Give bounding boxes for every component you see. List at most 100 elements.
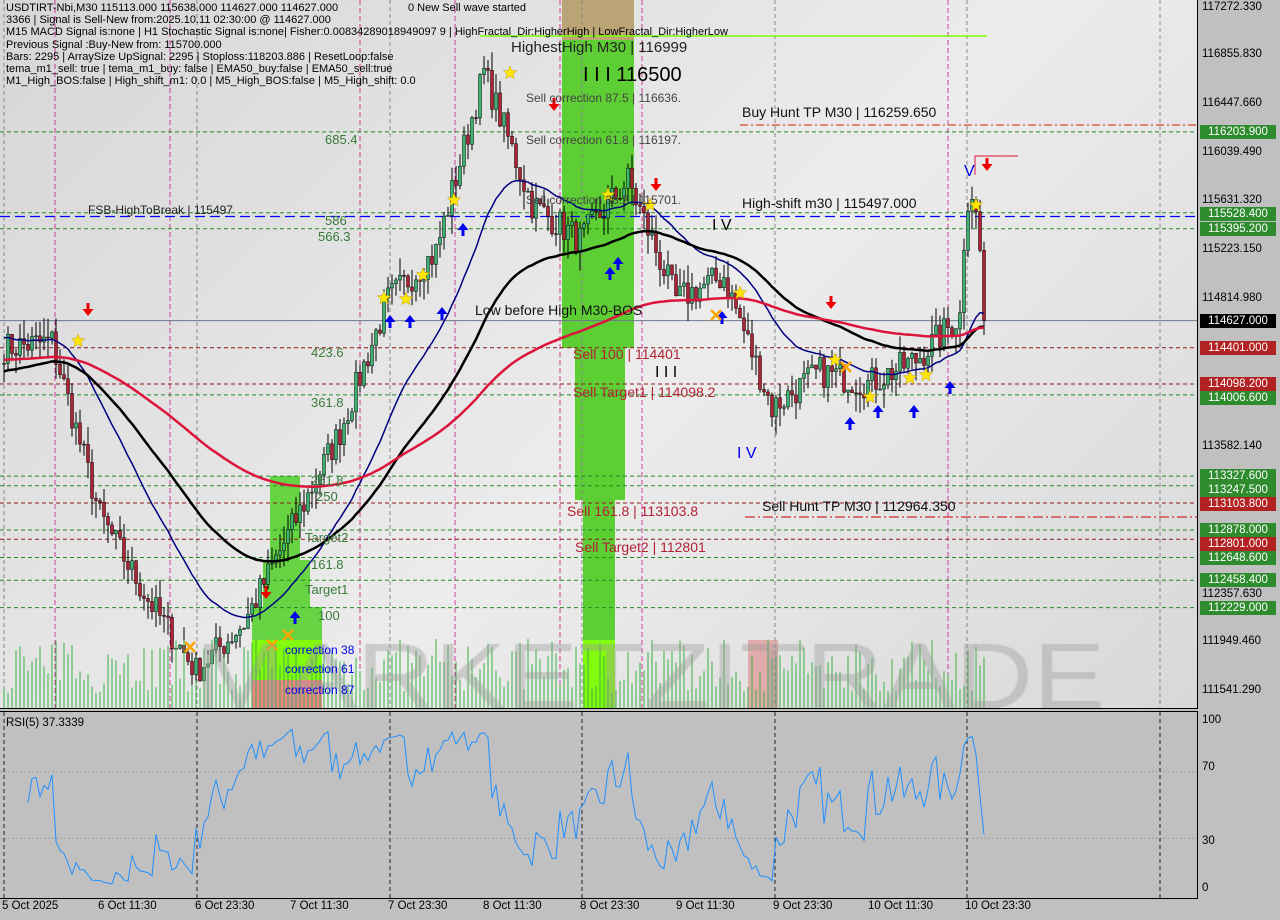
candle [410, 286, 414, 292]
star-icon [398, 291, 414, 306]
candle [262, 578, 266, 585]
candle [302, 504, 306, 512]
candle [390, 283, 394, 289]
candle [958, 312, 962, 330]
fib-label: 250 [316, 489, 338, 504]
price-tick: 111949.460 [1202, 635, 1262, 648]
candle [14, 353, 18, 356]
candle [74, 422, 78, 429]
price-tag: 112229.000 [1200, 601, 1276, 616]
candle [66, 378, 70, 394]
info-line: Previous Signal :Buy-New from: 115700.00… [6, 38, 222, 51]
info-line: 3366 | Signal is Sell-New from:2025.10.1… [6, 14, 331, 27]
candle [326, 443, 330, 455]
candle [2, 363, 6, 365]
candle [662, 269, 666, 277]
candle [358, 372, 362, 386]
candle [338, 429, 342, 445]
candle [186, 652, 190, 662]
time-tick: 7 Oct 23:30 [388, 900, 448, 912]
candle [442, 216, 446, 238]
time-tick: 6 Oct 11:30 [98, 900, 157, 912]
sell-arrow-icon [825, 296, 837, 309]
candle [502, 112, 506, 127]
candle [898, 352, 902, 372]
high-shift-label: High-shift m30 | 115497.000 [742, 195, 917, 211]
candle [254, 603, 258, 608]
candle [30, 336, 34, 351]
info-panel: USDTIRT-Nbi,M30 115113.000 115638.000 11… [6, 2, 728, 87]
candle [934, 324, 938, 335]
price-axis[interactable]: 117272.330 116855.830 116447.660 116039.… [1198, 0, 1280, 897]
candle [762, 389, 766, 393]
candle [382, 297, 386, 334]
time-tick: 10 Oct 23:30 [965, 900, 1031, 912]
star-icon [446, 192, 462, 207]
star-icon [862, 389, 878, 404]
candle [190, 661, 194, 675]
candle [374, 329, 378, 346]
candle [666, 264, 670, 277]
info-line: M15 MACD Signal is:none | H1 Stochastic … [6, 26, 728, 39]
time-tick: 7 Oct 11:30 [290, 900, 349, 912]
candle [474, 117, 478, 119]
candle [50, 331, 54, 339]
candle [294, 513, 298, 523]
candle [426, 256, 430, 280]
candle [230, 641, 234, 644]
candle [102, 501, 106, 517]
candle [706, 275, 710, 285]
candle [746, 330, 750, 335]
candle [874, 367, 878, 390]
candle [730, 292, 734, 298]
candle [354, 372, 358, 413]
candle [574, 221, 578, 252]
wave-label: I I I 116500 [583, 64, 682, 86]
candle [70, 393, 74, 429]
candle [670, 264, 674, 275]
candle [682, 282, 686, 287]
price-chart[interactable]: USDTIRT-Nbi,M30 115113.000 115638.000 11… [0, 0, 1198, 709]
candle [818, 357, 822, 370]
candle [702, 283, 706, 289]
candle [570, 221, 574, 226]
candle [598, 211, 602, 218]
candle [710, 267, 714, 276]
candle [154, 597, 158, 612]
candle [966, 211, 970, 251]
candle [214, 637, 218, 651]
candle [582, 223, 586, 229]
price-tag: 115528.400 [1200, 207, 1276, 222]
price-tick: 116039.490 [1202, 145, 1262, 158]
candle [430, 256, 434, 265]
candle [654, 232, 658, 253]
candle [590, 210, 594, 216]
price-tag: 112458.400 [1200, 573, 1276, 588]
buy-arrow-icon [404, 315, 416, 328]
candle [810, 364, 814, 369]
candle [794, 394, 798, 404]
price-tag: 116203.900 [1200, 124, 1276, 139]
candle [550, 215, 554, 234]
candle [830, 365, 834, 372]
rsi-panel[interactable]: RSI(5) 37.3339 [0, 711, 1198, 899]
candle [238, 629, 242, 636]
candle [518, 167, 522, 181]
info-line: Bars: 2295 | ArraySize UpSignal: 2295 | … [6, 50, 394, 63]
candle [806, 367, 810, 374]
candle [514, 143, 518, 168]
price-tick: 112357.630 [1202, 588, 1262, 601]
star-icon [918, 367, 934, 382]
candle [962, 250, 966, 313]
fib-label: 361.8 [311, 395, 344, 410]
highest-high-label: HighestHigh M30 | 116999 [511, 39, 688, 56]
price-tick: 114814.980 [1202, 292, 1262, 305]
time-tick: 5 Oct 2025 [2, 900, 59, 912]
candle [722, 277, 726, 288]
price-tag: 112878.000 [1200, 522, 1276, 537]
rsi-tick: 30 [1202, 835, 1215, 847]
price-tag: 114401.000 [1200, 340, 1276, 355]
price-tag: 113327.600 [1200, 469, 1276, 484]
candle [750, 333, 754, 358]
candle [170, 617, 174, 650]
